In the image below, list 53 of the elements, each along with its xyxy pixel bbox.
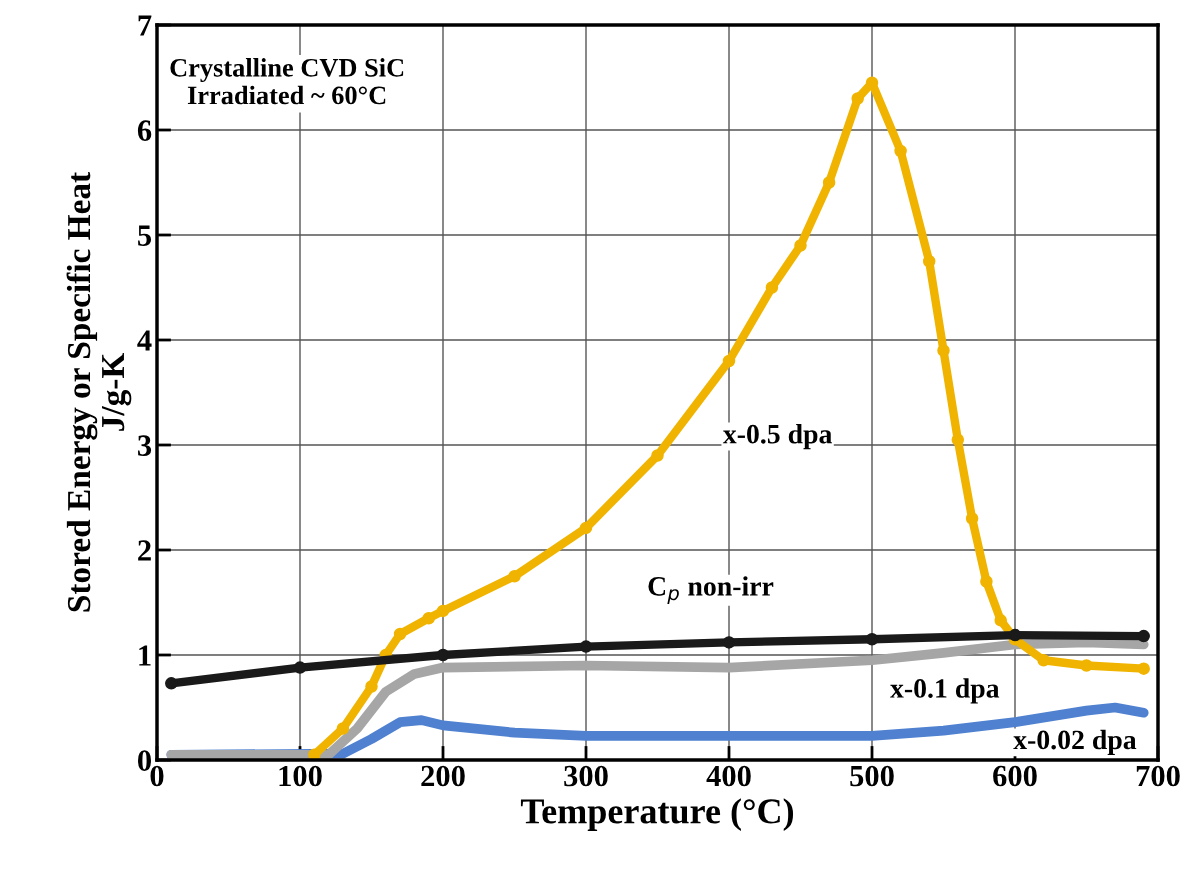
point (822, 176, 836, 189)
point (651, 449, 664, 462)
point (980, 575, 993, 588)
x-tick-label: 300 (564, 765, 608, 787)
y-tick-label: 3 (138, 435, 152, 456)
x-axis-title: Temperature (°C) (520, 798, 794, 831)
point (436, 604, 450, 618)
point (365, 680, 378, 693)
point (508, 569, 521, 583)
x-tick-label: 500 (850, 765, 894, 787)
point (865, 632, 879, 646)
point (937, 344, 950, 357)
x-tick-label: 600 (993, 765, 1037, 787)
series-label: x-0.1 dpa (890, 678, 1000, 704)
annotation: Crystalline CVD SiC Irradiated ~ 60°C (170, 58, 404, 105)
y-tick-label: 1 (139, 645, 151, 666)
point (851, 92, 864, 105)
point (765, 281, 779, 294)
series-label: x-0.02 dpa (1013, 729, 1137, 755)
series-label: C$_{p}$ non-irr (648, 576, 774, 605)
point (722, 354, 736, 368)
point (336, 722, 350, 735)
point (393, 627, 407, 641)
point (922, 254, 936, 268)
series-label: x-0.5 dpa (722, 424, 832, 450)
y-tick-label: 6 (137, 120, 152, 141)
point (579, 640, 593, 653)
point (951, 433, 965, 447)
x-tick-label: 400 (706, 765, 751, 787)
y-tick-label: 7 (138, 15, 152, 36)
y-tick-label: 0 (138, 750, 151, 771)
point (293, 661, 307, 674)
point (1037, 653, 1050, 667)
point (165, 677, 178, 690)
y-tick-label: 4 (137, 330, 152, 351)
y-tick-label: 2 (138, 540, 151, 561)
point (422, 611, 435, 625)
y-tick-label: 5 (138, 225, 152, 246)
point (1137, 662, 1150, 675)
point (579, 521, 593, 535)
point (894, 144, 907, 158)
point (1137, 629, 1150, 643)
point (1008, 628, 1022, 642)
point (1080, 659, 1093, 672)
point (436, 648, 450, 662)
point (994, 614, 1007, 627)
x-tick-label: 700 (1136, 765, 1180, 787)
x-tick-label: 200 (421, 765, 465, 787)
y-axis-title: Stored Energy or Specific Heat J/g-K (66, 171, 132, 612)
point (794, 239, 807, 252)
point (965, 512, 979, 525)
x-tick-label: 100 (279, 765, 322, 787)
point (722, 636, 736, 649)
